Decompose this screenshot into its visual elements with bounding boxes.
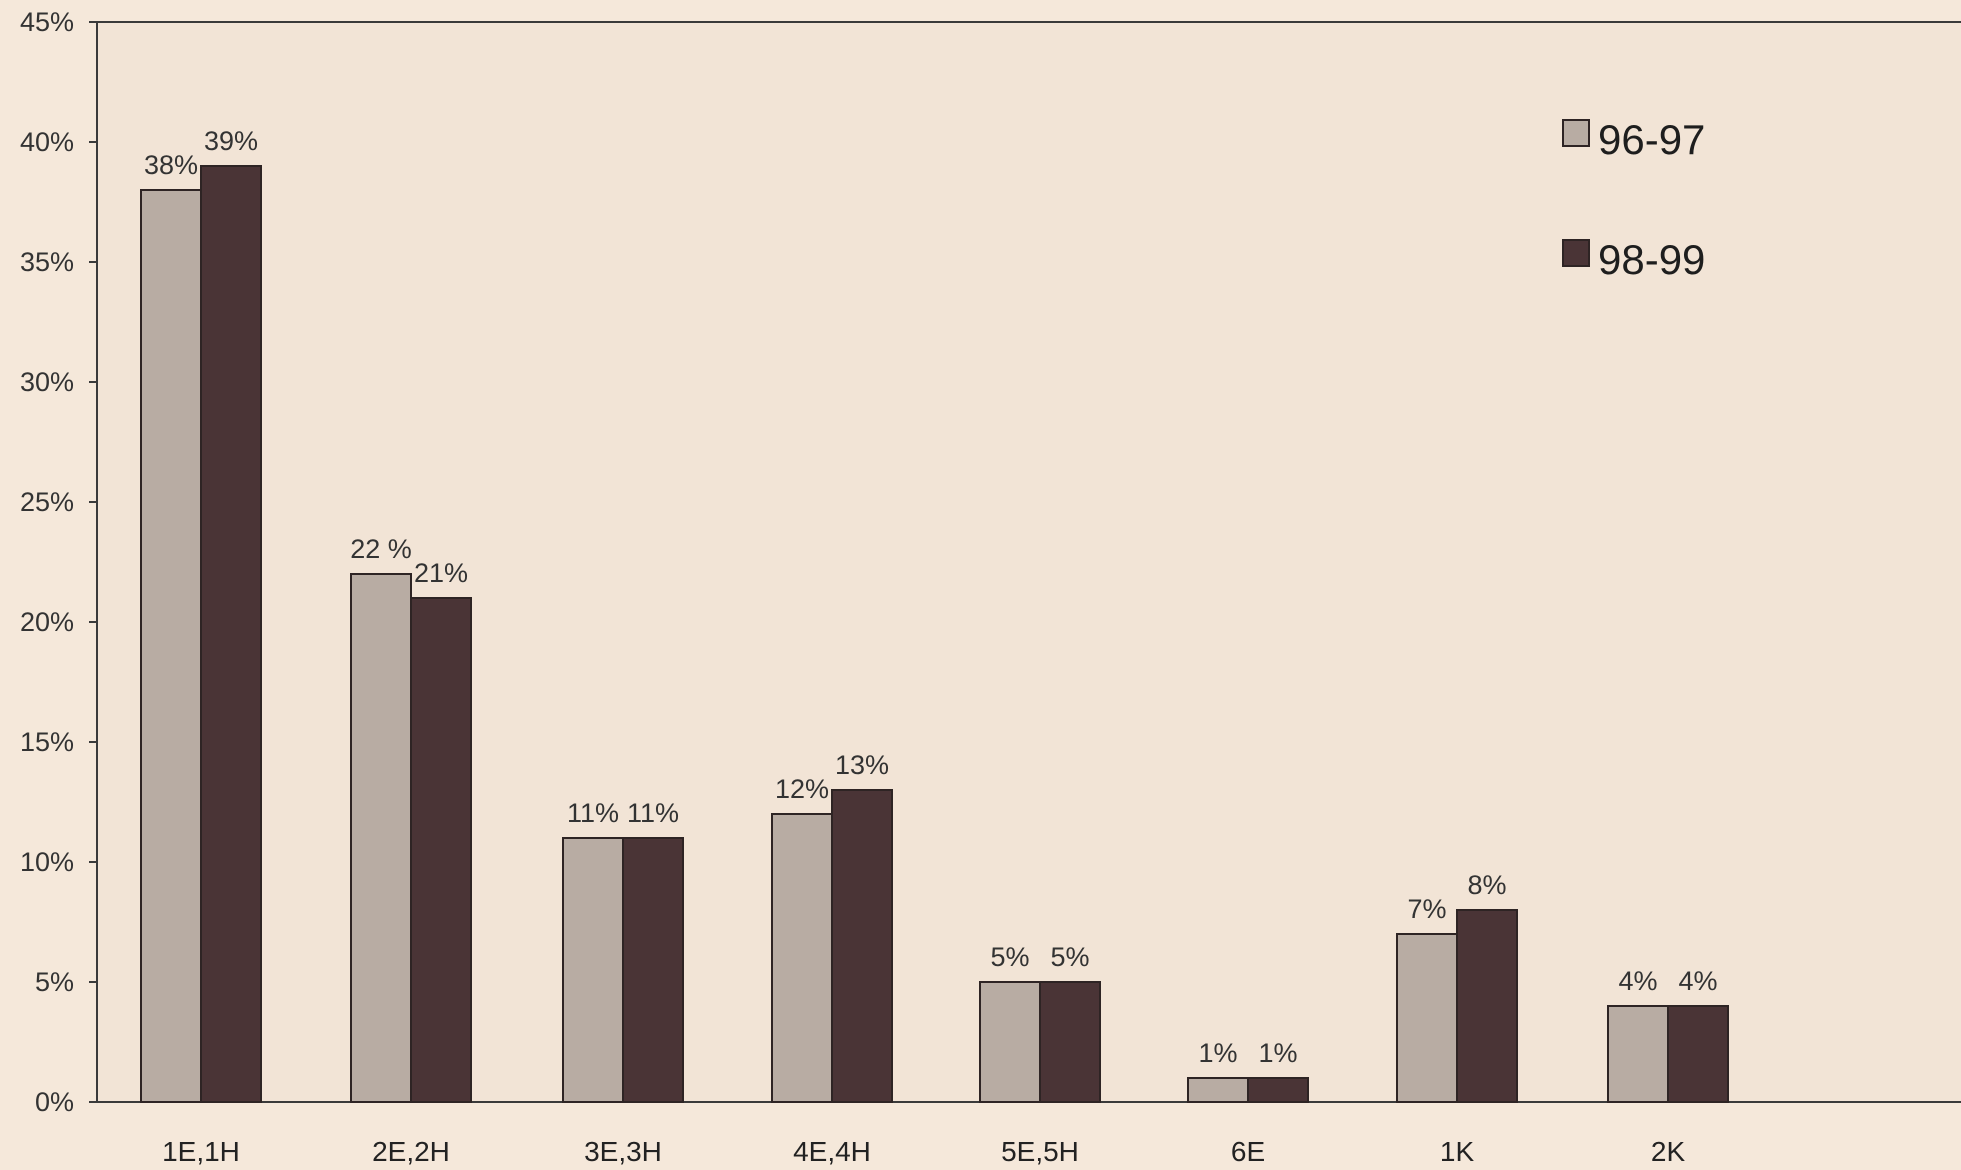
y-axis: 0% 5% 10% 15% 20% 25% 30% 35% 40% 45%	[20, 7, 1961, 1117]
data-label: 22 %	[350, 534, 412, 564]
data-label: 12%	[775, 774, 829, 804]
y-tick-label: 40%	[20, 127, 74, 157]
bar-98-99	[1667, 1005, 1729, 1103]
bar-98-99	[1039, 981, 1101, 1103]
bar-96-97	[140, 189, 202, 1103]
bar-98-99	[200, 165, 262, 1103]
bar-96-97	[562, 837, 624, 1103]
data-label: 5%	[990, 942, 1029, 972]
data-label: 11%	[627, 798, 679, 828]
bar-96-97	[979, 981, 1041, 1103]
y-tick-label: 10%	[20, 847, 74, 877]
data-label: 1%	[1258, 1038, 1297, 1068]
bar-96-97	[1396, 933, 1458, 1103]
data-label: 4%	[1678, 966, 1717, 996]
data-label: 13%	[835, 750, 889, 780]
y-tick-label: 35%	[20, 247, 74, 277]
bar-96-97	[1607, 1005, 1669, 1103]
y-tick-label: 15%	[20, 727, 74, 757]
bar-98-99	[831, 789, 893, 1103]
bar-96-97	[771, 813, 833, 1103]
data-label: 4%	[1618, 966, 1657, 996]
y-tick-label: 45%	[20, 7, 74, 37]
x-tick-label: 3E,3H	[584, 1136, 662, 1167]
y-tick-label: 5%	[35, 967, 74, 997]
bar-98-99	[410, 597, 472, 1103]
data-label: 11%	[567, 798, 619, 828]
x-tick-label: 2K	[1651, 1136, 1686, 1167]
x-tick-label: 4E,4H	[793, 1136, 871, 1167]
bars	[140, 165, 1729, 1103]
x-tick-label: 5E,5H	[1001, 1136, 1079, 1167]
y-tick-label: 25%	[20, 487, 74, 517]
legend-swatch	[1562, 239, 1590, 267]
data-label: 8%	[1467, 870, 1506, 900]
bar-96-97	[350, 573, 412, 1103]
bar-98-99	[1247, 1077, 1309, 1103]
y-tick-label: 30%	[20, 367, 74, 397]
data-label: 7%	[1407, 894, 1446, 924]
x-tick-label: 1K	[1440, 1136, 1475, 1167]
data-label: 1%	[1198, 1038, 1237, 1068]
y-tick-label: 20%	[20, 607, 74, 637]
y-tick-label: 0%	[35, 1087, 74, 1117]
legend-label: 96-97	[1598, 116, 1705, 163]
bar-96-97	[1187, 1077, 1249, 1103]
legend: 96-97 98-99	[1562, 116, 1705, 283]
legend-label: 98-99	[1598, 236, 1705, 283]
bar-98-99	[1456, 909, 1518, 1103]
data-label: 39%	[204, 126, 258, 156]
data-label: 5%	[1050, 942, 1089, 972]
x-tick-label: 6E	[1231, 1136, 1265, 1167]
x-tick-label: 1E,1H	[162, 1136, 240, 1167]
bar-98-99	[622, 837, 684, 1103]
data-labels: 38% 22 % 11% 12% 5% 1% 7% 4% 39% 21% 11% 13% 5% 1% 8% 4…	[144, 126, 1718, 1068]
data-label: 38%	[144, 150, 198, 180]
data-label: 21%	[414, 558, 468, 588]
legend-swatch	[1562, 119, 1590, 147]
x-tick-label: 2E,2H	[372, 1136, 450, 1167]
